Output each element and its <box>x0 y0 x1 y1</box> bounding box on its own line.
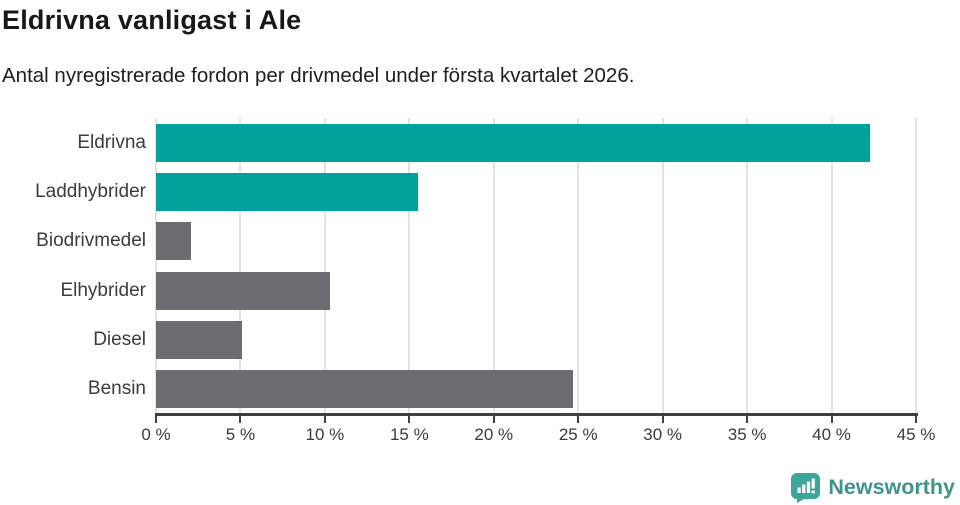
newsworthy-icon <box>791 473 821 503</box>
x-tick-30 <box>661 416 664 423</box>
x-tick-label-5: 5 % <box>225 425 256 444</box>
newsworthy-wordmark: Newsworthy <box>828 475 955 499</box>
chart-subtitle: Antal nyregistrerade fordon per drivmede… <box>2 64 635 87</box>
x-tick-20 <box>492 416 495 423</box>
x-tick-label-10: 10 % <box>305 425 345 444</box>
x-tick-45 <box>915 416 917 423</box>
category-label: Laddhybrider <box>35 180 146 202</box>
x-axis-line <box>155 413 918 416</box>
category-label: Elhybrider <box>60 279 146 301</box>
bar-eldrivna <box>156 123 871 162</box>
gridline-40 <box>830 118 833 414</box>
category-labels: Eldrivna Laddhybrider Biodrivmedel Elhybrid… <box>0 118 146 414</box>
category-label: Biodrivmedel <box>36 230 146 252</box>
bar-row <box>156 118 916 167</box>
bar-row <box>156 167 916 216</box>
x-tick-label-45: 45 % <box>896 425 936 444</box>
x-axis: 0 % 5 % 10 % 15 % 20 % 25 % 30 % 35 % 40 % 45 % <box>141 416 935 456</box>
x-tick-40 <box>830 416 833 423</box>
gridline-20 <box>492 118 495 414</box>
chart-title: Eldrivna vanligast i Ale <box>2 5 302 35</box>
gridline-30 <box>661 118 664 414</box>
gridline-15 <box>408 118 411 414</box>
bar-laddhybrider <box>156 172 418 211</box>
bar-row <box>156 217 916 266</box>
bar-row <box>156 365 916 414</box>
bar-row <box>156 315 916 364</box>
bar-biodrivmedel <box>156 222 192 261</box>
x-tick-label-20: 20 % <box>474 425 514 444</box>
gridline-0 <box>155 118 157 414</box>
bar-row <box>156 266 916 315</box>
plot-area <box>155 118 917 414</box>
x-tick-label-30: 30 % <box>643 425 683 444</box>
gridline-25 <box>577 118 580 414</box>
x-tick-15 <box>408 416 411 423</box>
x-tick-label-25: 25 % <box>558 425 598 444</box>
x-tick-label-35: 35 % <box>727 425 767 444</box>
gridline-45 <box>915 118 917 414</box>
bar-elhybrider <box>156 271 330 310</box>
newsworthy-logo: Newsworthy <box>790 472 955 503</box>
bar-diesel <box>156 320 243 359</box>
bar-rows <box>156 118 916 414</box>
category-label: Diesel <box>93 328 146 350</box>
bar-bensin <box>156 370 574 409</box>
category-label: Bensin <box>87 378 146 400</box>
x-tick-label-15: 15 % <box>389 425 429 444</box>
x-tick-35 <box>746 416 749 423</box>
x-tick-10 <box>323 416 326 423</box>
gridline-10 <box>323 118 326 414</box>
gridline-35 <box>746 118 749 414</box>
x-tick-0 <box>155 416 157 423</box>
category-label: Eldrivna <box>77 131 146 153</box>
x-tick-label-0: 0 % <box>141 425 171 444</box>
x-tick-5 <box>239 416 242 423</box>
x-tick-label-40: 40 % <box>812 425 851 444</box>
gridline-5 <box>239 118 242 414</box>
x-tick-25 <box>577 416 580 423</box>
